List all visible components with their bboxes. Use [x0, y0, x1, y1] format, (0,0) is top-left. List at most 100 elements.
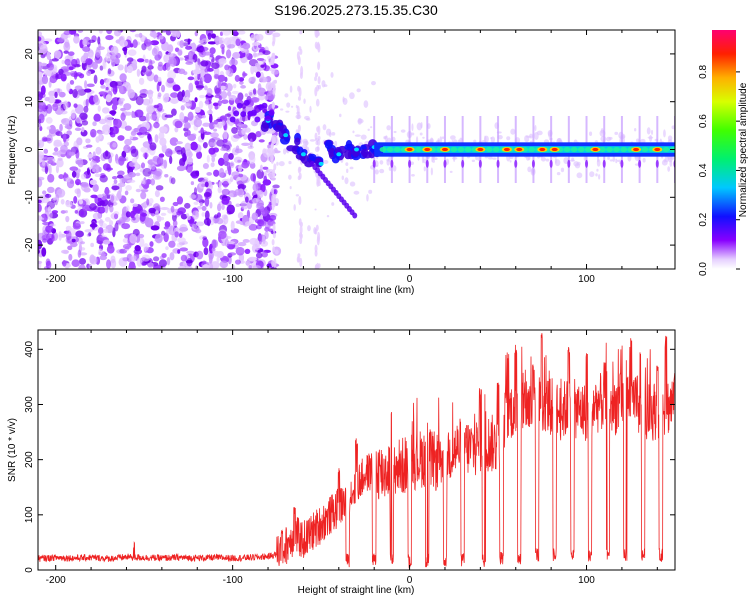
haze-blob	[344, 177, 349, 185]
noise-blob	[223, 130, 228, 140]
noise-blob	[168, 58, 175, 65]
noise-blob	[172, 219, 178, 227]
noise-blob	[66, 130, 72, 136]
haze-blob	[331, 132, 336, 136]
noise-blob	[157, 92, 162, 98]
noise-blob	[130, 256, 137, 262]
noise-blob	[57, 157, 63, 161]
noise-blob	[179, 40, 185, 49]
noise-blob	[66, 82, 71, 92]
noise-blob	[196, 151, 203, 159]
haze-blob	[595, 173, 598, 177]
noise-blob	[195, 250, 204, 260]
noise-blob	[113, 179, 118, 185]
noise-blob	[180, 105, 185, 111]
striation-blob	[271, 200, 275, 211]
noise-blob	[38, 151, 45, 160]
hot-spot	[539, 147, 546, 152]
haze-blob	[411, 123, 414, 131]
noise-blob	[73, 35, 80, 44]
haze-blob	[663, 129, 666, 138]
striation-blob	[271, 239, 275, 246]
signal-green	[393, 147, 401, 152]
noise-blob	[74, 210, 79, 214]
striation-blob	[299, 237, 303, 245]
noise-blob	[256, 57, 265, 61]
haze-blob	[383, 137, 387, 140]
haze-blob	[419, 132, 423, 136]
haze-blob	[510, 128, 516, 135]
haze-blob	[596, 155, 600, 163]
noise-blob	[244, 248, 251, 254]
noise-blob	[139, 93, 147, 99]
striation-blob	[314, 132, 318, 140]
noise-blob	[118, 97, 124, 107]
noise-blob	[129, 43, 134, 48]
noise-blob	[269, 214, 277, 221]
noise-blob	[55, 194, 60, 203]
striation-blob	[271, 135, 275, 144]
noise-blob	[139, 237, 145, 247]
trace-blob	[260, 122, 269, 133]
noise-blob	[154, 134, 159, 143]
haze-blob	[449, 170, 453, 173]
noise-blob	[240, 85, 246, 89]
noise-blob	[220, 147, 228, 152]
noise-blob	[244, 127, 251, 133]
noise-blob	[195, 221, 205, 227]
haze-blob	[545, 158, 550, 162]
noise-blob	[138, 126, 148, 135]
noise-blob	[51, 210, 59, 214]
noise-blob	[45, 117, 53, 124]
noise-blob	[105, 53, 113, 62]
trace-blob	[324, 139, 333, 150]
noise-blob	[146, 198, 150, 206]
trace-hot	[318, 161, 324, 166]
noise-blob	[176, 196, 184, 205]
striation-blob	[299, 30, 303, 35]
noise-blob	[138, 77, 145, 85]
noise-blob	[135, 172, 141, 177]
noise-blob	[88, 166, 93, 170]
striation-blob	[272, 232, 276, 239]
noise-blob	[59, 123, 63, 132]
noise-blob	[126, 65, 134, 74]
haze-blob	[345, 162, 349, 166]
noise-blob	[109, 220, 114, 226]
noise-blob	[247, 264, 254, 269]
striation-blob	[317, 61, 321, 71]
haze-blob	[400, 129, 406, 133]
noise-blob	[231, 171, 240, 178]
noise-blob	[129, 30, 137, 33]
noise-blob	[72, 223, 82, 230]
noise-blob	[160, 212, 167, 216]
noise-blob	[74, 85, 83, 91]
noise-blob	[99, 65, 104, 71]
noise-blob	[187, 111, 194, 121]
noise-blob	[214, 37, 223, 41]
signal-green	[606, 147, 614, 152]
branch-blob	[352, 212, 358, 219]
noise-blob	[105, 94, 112, 103]
noise-blob	[53, 50, 62, 59]
haze-blob	[441, 136, 445, 139]
trace-hot	[283, 133, 289, 138]
noise-blob	[60, 198, 65, 205]
noise-blob	[164, 148, 173, 158]
spike-core	[478, 159, 482, 168]
noise-blob	[149, 241, 154, 247]
noise-blob	[153, 264, 162, 269]
noise-blob	[253, 52, 257, 58]
noise-blob	[221, 204, 225, 211]
trace-blob	[343, 149, 352, 160]
haze-blob	[295, 114, 302, 120]
noise-blob	[42, 221, 51, 226]
noise-blob	[234, 259, 241, 265]
noise-blob	[216, 256, 220, 263]
noise-blob	[95, 136, 100, 143]
noise-blob	[99, 255, 107, 261]
noise-blob	[264, 226, 270, 232]
spec-ytick-label: 0	[24, 146, 35, 152]
noise-blob	[198, 100, 204, 109]
